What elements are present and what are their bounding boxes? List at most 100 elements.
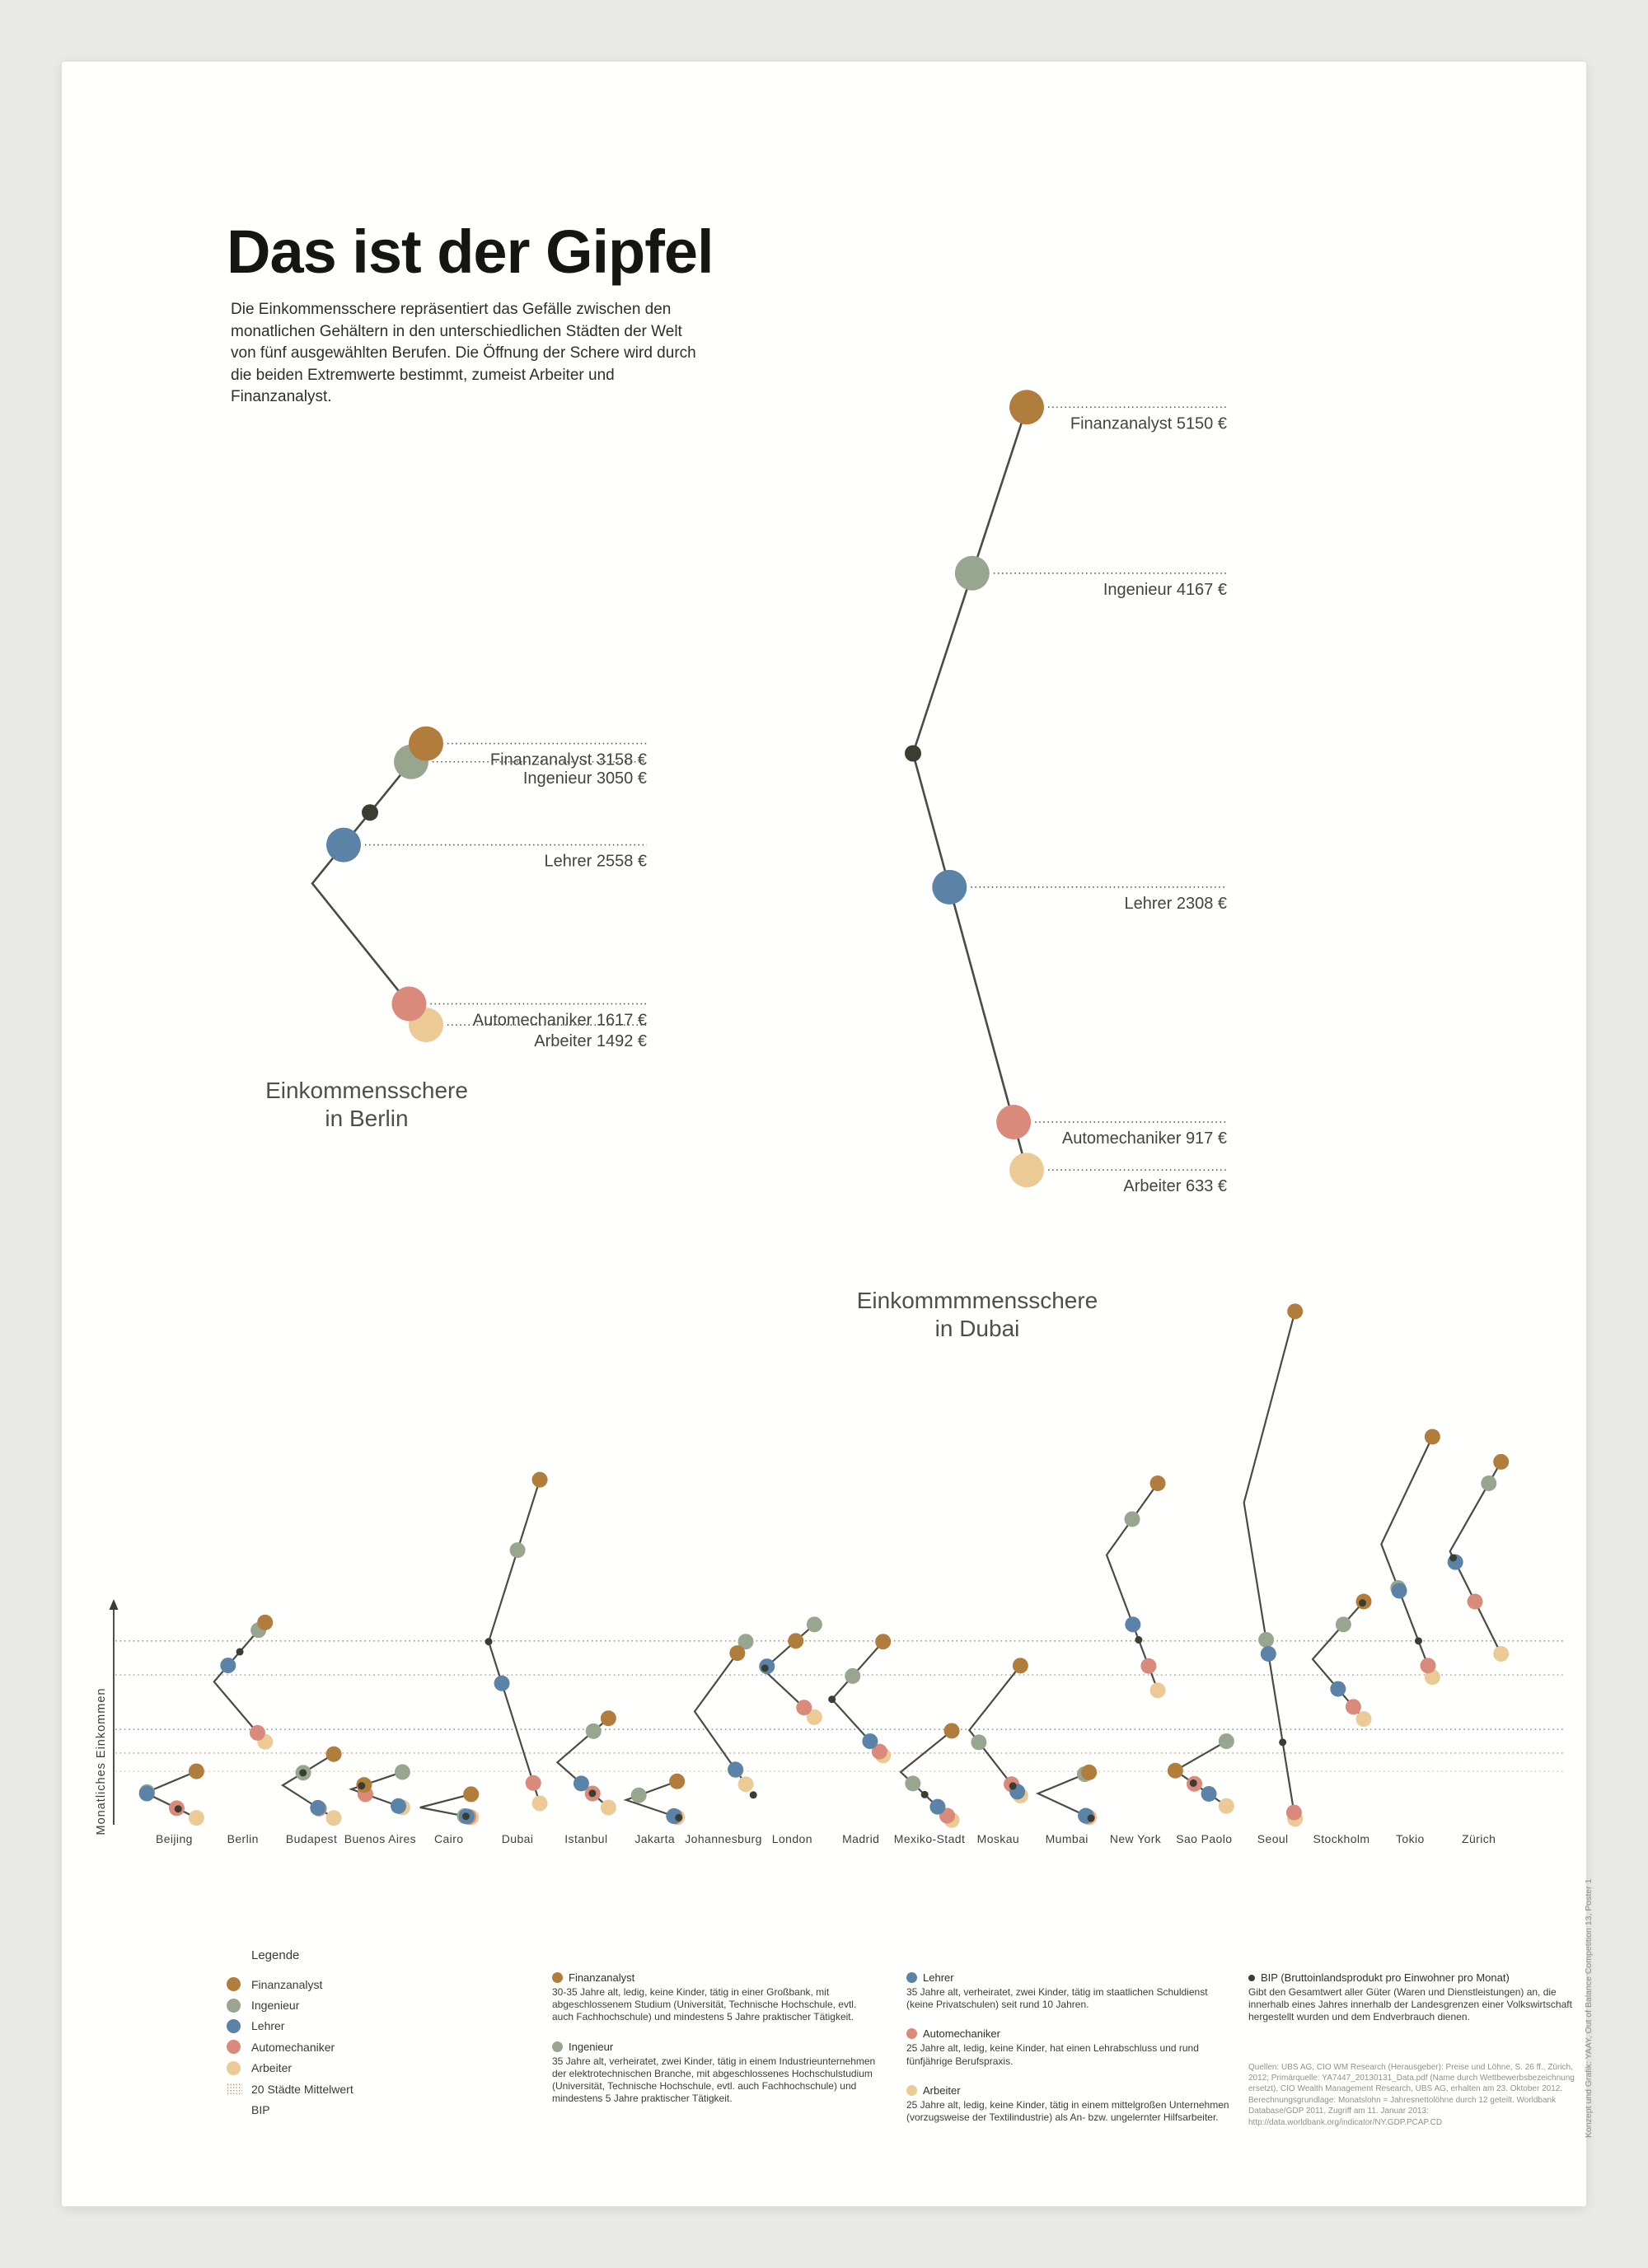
legend: Legende Finanzanalyst Ingenieur Lehrer Auto… bbox=[227, 1948, 499, 2121]
dot-bip bbox=[1189, 1779, 1197, 1787]
poster-page: Das ist der Gipfel Die Einkommensschere … bbox=[62, 62, 1594, 2206]
dot-bip bbox=[761, 1664, 769, 1672]
big-chart-title-line1: Einkommmmensschere bbox=[857, 1288, 1098, 1313]
small-multiples-chart: Monatliches Einkommen Beijing Berlin Budape… bbox=[95, 1303, 1564, 1845]
city-scissor-buenos-aires: Buenos Aires bbox=[344, 1764, 416, 1845]
dot-bip bbox=[905, 745, 921, 762]
scissor-arms bbox=[1173, 1740, 1227, 1807]
description-label: Ingenieur bbox=[569, 2040, 614, 2053]
description-text: 35 Jahre alt, verheiratet, zwei Kinder, … bbox=[906, 1986, 1208, 2011]
arbeiter-dot-icon bbox=[227, 2060, 251, 2075]
city-label: Dubai bbox=[502, 1832, 534, 1845]
dot-arbeiter bbox=[806, 1709, 822, 1725]
description-bip: BIP (Bruttoinlandsprodukt pro Einwohner … bbox=[1248, 1971, 1574, 2024]
dot-automechaniker bbox=[249, 1724, 265, 1741]
city-scissor-berlin: Berlin bbox=[213, 1614, 274, 1845]
scissor-arms bbox=[1035, 1771, 1090, 1818]
description-heading-finanzanalyst: Finanzanalyst bbox=[552, 1971, 878, 1984]
city-scissor-mexiko-stadt: Mexiko-Stadt bbox=[894, 1723, 965, 1845]
automechaniker-dot-icon bbox=[227, 2040, 251, 2055]
description-heading-automechaniker: Automechaniker bbox=[906, 2027, 1232, 2040]
dot-bip bbox=[1358, 1599, 1366, 1607]
dot-lehrer bbox=[391, 1798, 407, 1814]
legend-label-mittelwert: 20 Städte Mittelwert bbox=[251, 2082, 353, 2096]
dot-lehrer bbox=[573, 1775, 589, 1792]
value-label: Lehrer 2308 € bbox=[1124, 895, 1227, 913]
legend-item-lehrer: Lehrer bbox=[227, 2016, 499, 2037]
dot-bip bbox=[1279, 1738, 1287, 1747]
city-label: Budapest bbox=[286, 1832, 337, 1845]
description-column-1: Finanzanalyst 30-35 Jahre alt, ledig, kei… bbox=[552, 1971, 878, 2121]
dot-ingenieur bbox=[905, 1775, 921, 1792]
city-scissor-istanbul: Istanbul bbox=[555, 1710, 616, 1845]
lehrer-dot-icon bbox=[906, 1972, 917, 1983]
dot-finanzanalyst bbox=[1167, 1762, 1183, 1779]
sources-text: Quellen: UBS AG, CIO WM Research (Heraus… bbox=[1248, 2062, 1575, 2127]
city-label: Tokio bbox=[1396, 1832, 1425, 1845]
scissor-arms bbox=[349, 1770, 403, 1809]
city-scissor-dubai: Dubai bbox=[485, 1471, 548, 1845]
value-label: Finanzanalyst 5150 € bbox=[1070, 414, 1227, 433]
dot-ingenieur bbox=[1335, 1616, 1351, 1633]
dot-ingenieur bbox=[737, 1634, 754, 1650]
dot-lehrer bbox=[310, 1799, 326, 1816]
dot-bip bbox=[362, 804, 378, 821]
city-label: Jakarta bbox=[634, 1832, 675, 1845]
dot-finanzanalyst bbox=[1287, 1303, 1304, 1320]
arbeiter-dot bbox=[227, 2060, 241, 2075]
dot-bip bbox=[588, 1789, 597, 1798]
dot-automechaniker bbox=[796, 1700, 812, 1716]
dot-bip bbox=[1135, 1636, 1143, 1644]
dot-finanzanalyst bbox=[531, 1471, 548, 1488]
dot-lehrer bbox=[220, 1658, 236, 1674]
scissor-arms bbox=[693, 1641, 747, 1785]
scissor-arms bbox=[311, 742, 428, 1026]
scissor-arms bbox=[213, 1621, 266, 1742]
dot-lehrer bbox=[138, 1785, 155, 1802]
dot-lehrer bbox=[862, 1733, 878, 1750]
dot-bip bbox=[485, 1638, 493, 1646]
dot-arbeiter bbox=[737, 1776, 754, 1793]
scissor-arms bbox=[911, 406, 1028, 1171]
ingenieur-dot-icon bbox=[552, 2041, 563, 2052]
legend-item-bip: BIP bbox=[227, 2099, 499, 2120]
scissor-arms bbox=[623, 1780, 678, 1818]
description-finanzanalyst: Finanzanalyst 30-35 Jahre alt, ledig, kei… bbox=[552, 1971, 878, 2024]
city-scissor-cairo: Cairo bbox=[419, 1786, 480, 1845]
dot-arbeiter bbox=[1009, 1153, 1044, 1188]
city-scissor-moskau: Moskau bbox=[967, 1658, 1028, 1845]
lehrer-dot bbox=[227, 2018, 241, 2033]
dot-finanzanalyst bbox=[1424, 1429, 1440, 1445]
dot-lehrer bbox=[1201, 1785, 1217, 1802]
dot-automechaniker bbox=[1420, 1658, 1436, 1674]
dot-finanzanalyst bbox=[188, 1763, 204, 1779]
dot-automechaniker bbox=[1285, 1804, 1302, 1821]
lehrer-dot-icon bbox=[227, 2018, 251, 2033]
dot-ingenieur bbox=[630, 1787, 647, 1803]
scissor-arms bbox=[1449, 1461, 1502, 1654]
city-scissor-new-york: New York bbox=[1105, 1475, 1166, 1845]
legend-label-lehrer: Lehrer bbox=[251, 2019, 285, 2033]
dot-bip bbox=[675, 1813, 683, 1821]
city-label: Johannesburg bbox=[685, 1832, 762, 1845]
value-label: Finanzanalyst 3158 € bbox=[490, 751, 647, 769]
big-scissor-chart: Finanzanalyst 3158 €Ingenieur 3050 € Lehr… bbox=[265, 726, 647, 1131]
legend-header: Legende bbox=[251, 1948, 300, 1962]
scissor-arms bbox=[1380, 1436, 1434, 1678]
dot-bip bbox=[299, 1769, 307, 1777]
dot-automechaniker bbox=[1467, 1593, 1483, 1610]
description-column-2: Lehrer 35 Jahre alt, verheiratet, zwei Ki… bbox=[906, 1971, 1232, 2140]
dot-finanzanalyst bbox=[409, 726, 443, 761]
dot-ingenieur bbox=[971, 1734, 987, 1751]
description-heading-bip: BIP (Bruttoinlandsprodukt pro Einwohner … bbox=[1248, 1971, 1574, 1984]
city-scissor-madrid: Madrid bbox=[828, 1634, 892, 1845]
dot-finanzanalyst bbox=[1009, 390, 1044, 425]
dot-ingenieur bbox=[845, 1667, 861, 1684]
legend-label-bip: BIP bbox=[251, 2103, 270, 2117]
city-scissor-sao-paolo: Sao Paolo bbox=[1167, 1733, 1234, 1845]
big-chart-title: Einkommensschere in Berlin bbox=[265, 1078, 468, 1131]
dot-automechaniker bbox=[1140, 1658, 1157, 1674]
description-text: 25 Jahre alt, ledig, keine Kinder, tätig… bbox=[906, 2098, 1229, 2124]
